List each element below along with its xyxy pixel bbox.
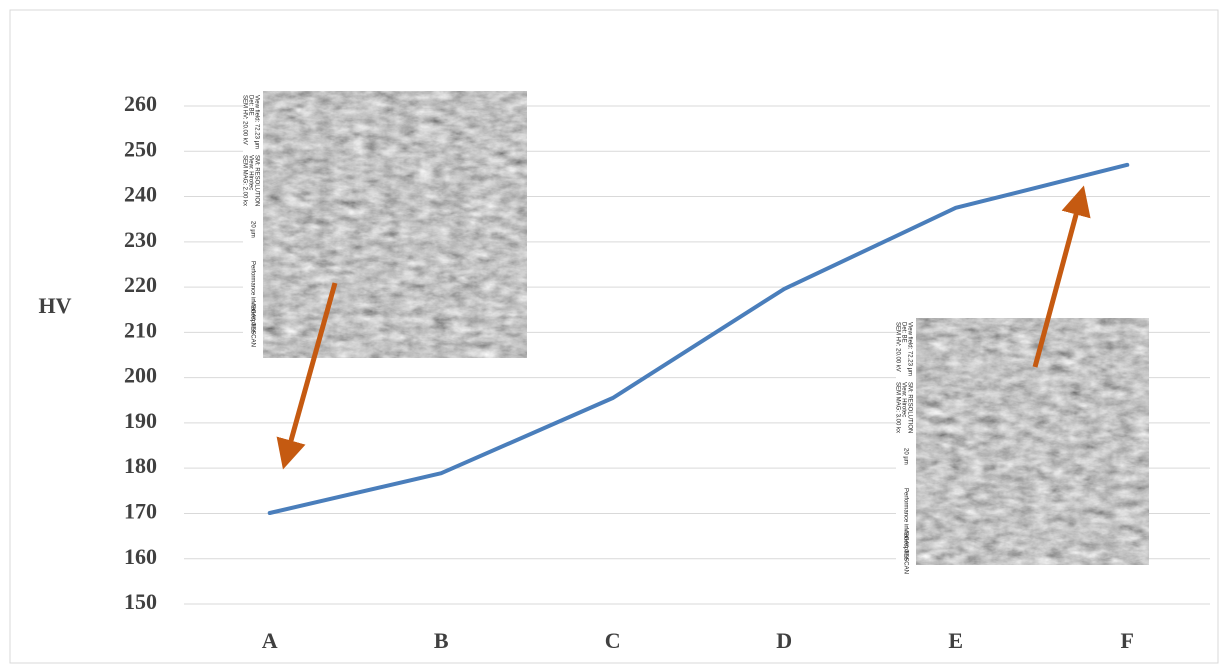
micrograph-label: Det: BE <box>900 322 906 343</box>
y-tick-label: 230 <box>124 227 157 252</box>
x-tick-label: B <box>434 628 449 653</box>
y-tick-label: 200 <box>124 363 157 388</box>
y-tick-label: 170 <box>124 499 157 524</box>
y-tick-label: 180 <box>124 453 157 478</box>
x-tick-label: E <box>948 628 963 653</box>
micrograph-label: View: Hirotec <box>900 382 906 417</box>
micrograph-label: SEM HV: 20.00 kV <box>241 95 247 145</box>
y-tick-label: 150 <box>124 589 157 614</box>
micrograph-label: SM: RESOLUTION <box>253 155 259 206</box>
y-axis-label: HV <box>39 293 72 318</box>
x-tick-label: D <box>776 628 792 653</box>
micrograph-label: 20 µm <box>902 448 908 465</box>
x-tick-label: C <box>605 628 621 653</box>
micrograph-label: SEM HV: 20.00 kV <box>894 322 900 372</box>
micrograph-image <box>263 91 527 358</box>
micrograph-label: Det: BE <box>247 95 253 116</box>
y-tick-label: 160 <box>124 544 157 569</box>
chart: HV 150 160 170 180 190 200 210 220 230 240 250 260 A… <box>0 0 1219 664</box>
micrograph-label: 20 µm <box>249 221 255 238</box>
micrograph-label: View field: 72.23 µm <box>906 322 912 376</box>
micrograph-label: VEGA\\ TESCAN <box>902 528 908 574</box>
micrograph-label: VEGA\\ TESCAN <box>249 301 255 347</box>
y-tick-label: 220 <box>124 272 157 297</box>
x-tick-label: F <box>1121 628 1134 653</box>
y-tick-label: 210 <box>124 317 157 342</box>
y-tick-label: 260 <box>124 91 157 116</box>
y-tick-label: 240 <box>124 182 157 207</box>
micrograph-image <box>916 318 1149 565</box>
micrograph-label: SEM MAG: 3.00 kx <box>894 382 900 433</box>
micrograph-label: View field: 72.23 µm <box>253 95 259 149</box>
x-tick-label: A <box>262 628 278 653</box>
y-tick-label: 250 <box>124 136 157 161</box>
y-tick-label: 190 <box>124 408 157 433</box>
micrograph-label: SM: RESOLUTION <box>906 382 912 433</box>
micrograph-label: SEM MAG: 2.00 kx <box>241 155 247 206</box>
micrograph-label: View: Hirotec <box>247 155 253 190</box>
